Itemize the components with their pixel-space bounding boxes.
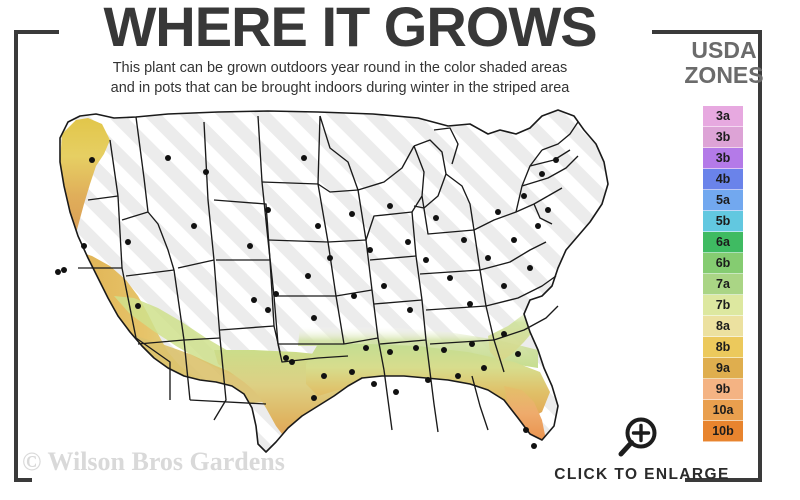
frame-border-left (14, 30, 18, 482)
frame-border-top-right (652, 30, 762, 34)
usa-hardiness-map[interactable] (18, 100, 668, 460)
zone-swatch-10b: 10b (703, 421, 743, 442)
zone-swatch-3b-dup: 3b (703, 127, 743, 148)
zone-swatch-8b: 8b (703, 337, 743, 358)
zone-swatch-6b: 6b (703, 253, 743, 274)
watermark: © Wilson Bros Gardens (22, 447, 285, 476)
usda-zone-legend: 3a 3b 3b 4b 5a 5b 6a 6b 7a 7b 8a 8b 9a 9b 10a 10b (703, 106, 743, 442)
zone-swatch-label: 9b (715, 381, 731, 396)
zone-swatch-label: 7b (715, 297, 731, 312)
zone-swatch-label: 3b (715, 150, 731, 165)
click-to-enlarge-label[interactable]: CLICK TO ENLARGE (554, 466, 730, 483)
zone-swatch-label: 6b (715, 255, 731, 270)
zone-swatch-label: 4b (715, 171, 731, 186)
zone-swatch-8a: 8a (703, 316, 743, 337)
zone-swatch-7a: 7a (703, 274, 743, 295)
zone-swatch-3a: 3a (703, 106, 743, 127)
zone-swatch-3b: 3b (703, 148, 743, 169)
zone-swatch-label: 5b (715, 213, 731, 228)
zone-swatch-label: 3a (716, 108, 730, 123)
zone-swatch-label: 3b (715, 129, 731, 144)
page-subtitle: This plant can be grown outdoors year ro… (30, 58, 650, 98)
zone-swatch-label: 9a (716, 360, 730, 375)
zone-swatch-7b: 7b (703, 295, 743, 316)
zone-swatch-5b: 5b (703, 211, 743, 232)
zone-swatch-6a: 6a (703, 232, 743, 253)
zone-swatch-label: 10b (712, 423, 734, 438)
zone-swatch-9b: 9b (703, 379, 743, 400)
city-dots (55, 155, 559, 449)
zone-swatch-9a: 9a (703, 358, 743, 379)
legend-title-line-2: ZONES (684, 62, 764, 88)
frame-border-bottom-left (14, 478, 32, 482)
zone-swatch-4b: 4b (703, 169, 743, 190)
zone-swatch-label: 10a (712, 402, 734, 417)
zone-swatch-label: 8b (715, 339, 731, 354)
zone-swatch-label: 6a (716, 234, 730, 249)
frame-border-top-left (14, 30, 59, 34)
zone-swatch-label: 5a (716, 192, 730, 207)
zone-swatch-5a: 5a (703, 190, 743, 211)
page-title: WHERE IT GROWS (103, 0, 597, 58)
subtitle-line-2: and in pots that can be brought indoors … (110, 80, 570, 96)
frame-border-right (758, 30, 762, 482)
legend-title-line-1: USDA (691, 37, 757, 63)
frame-border-bottom-right (685, 478, 762, 482)
magnifier-plus-icon[interactable] (614, 415, 660, 461)
zone-swatch-10a: 10a (703, 400, 743, 421)
zone-swatch-label: 8a (716, 318, 730, 333)
legend-title: USDA ZONES (668, 38, 780, 88)
subtitle-line-1: This plant can be grown outdoors year ro… (112, 60, 568, 76)
zone-swatch-label: 7a (716, 276, 730, 291)
